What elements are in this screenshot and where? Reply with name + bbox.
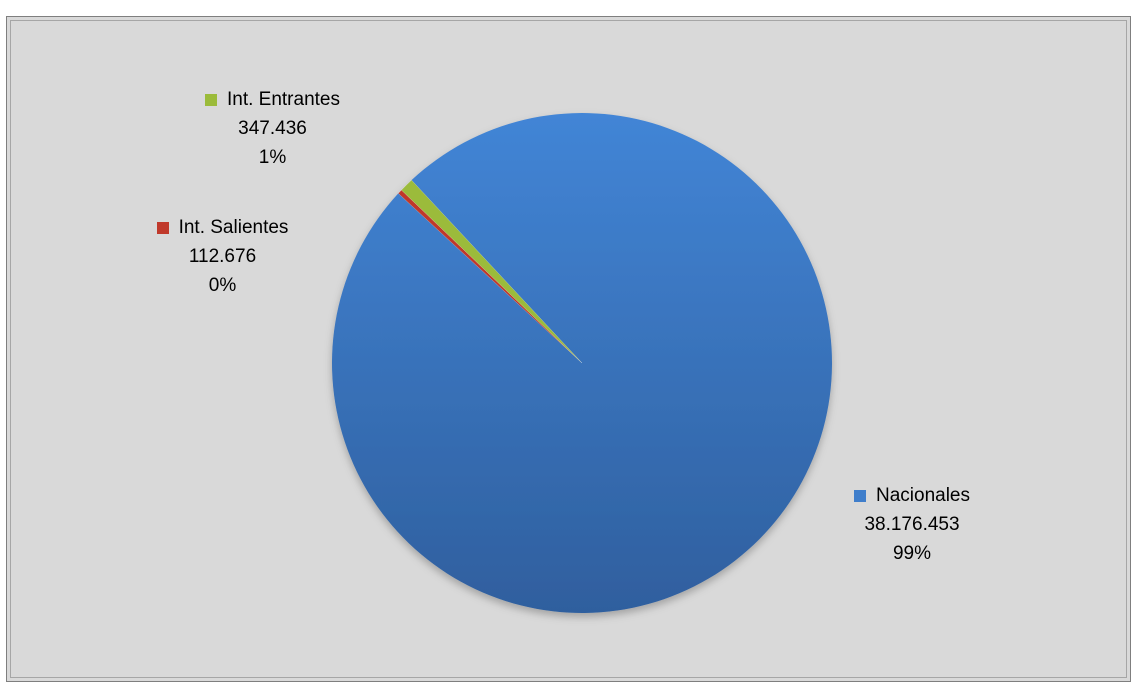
label-percent-int-entrantes: 1% [258,147,287,168]
pie-slice-int-entrantes [401,179,583,364]
data-label-int-entrantes: Int. Entrantes 347.436 1% [180,85,365,172]
label-name-int-entrantes: Int. Entrantes [226,89,340,110]
legend-key-int-entrantes [204,93,217,106]
data-label-int-salientes: Int. Salientes 112.676 0% [130,213,315,300]
label-value-int-entrantes: 347.436 [238,118,307,139]
label-value-nacionales: 38.176.453 [864,514,960,535]
legend-key-nacionales [854,489,866,502]
label-value-int-salientes: 112.676 [188,246,257,267]
label-name-int-salientes: Int. Salientes [178,217,289,238]
label-percent-nacionales: 99% [892,543,932,564]
title-area [0,0,1135,16]
legend-key-int-salientes [156,221,169,234]
label-name-nacionales: Nacionales [876,485,970,506]
label-percent-int-salientes: 0% [208,275,237,296]
data-label-nacionales: Nacionales 38.176.453 99% [822,481,1002,568]
